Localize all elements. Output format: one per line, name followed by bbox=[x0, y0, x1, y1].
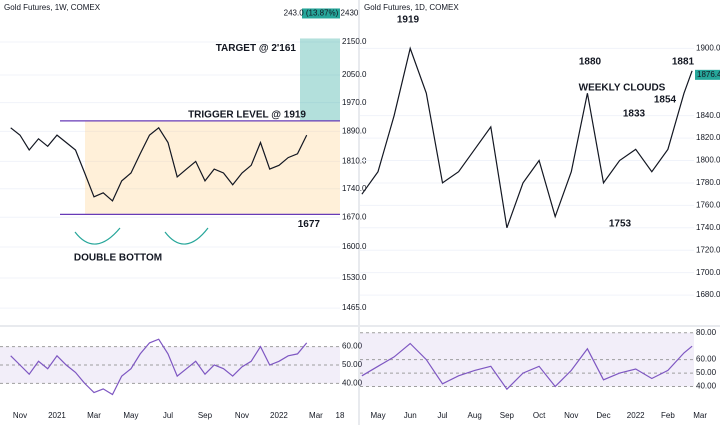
x-tick-label: Jun bbox=[404, 411, 417, 420]
note-bg bbox=[302, 8, 340, 19]
annotation: 1753 bbox=[609, 219, 632, 230]
target-box bbox=[300, 38, 340, 121]
y-tick-label: 1530.0 bbox=[342, 273, 367, 282]
level-label: TRIGGER LEVEL @ 1919 bbox=[188, 109, 306, 120]
chart-title: Gold Futures, 1D, COMEX bbox=[364, 3, 459, 12]
y-tick-label: 60.00 bbox=[342, 342, 363, 351]
y-tick-label: 1700.0 bbox=[696, 268, 720, 277]
y-tick-label: 40.00 bbox=[696, 382, 717, 391]
annotation: 1854 bbox=[654, 95, 677, 106]
y-tick-label: 1780.0 bbox=[696, 178, 720, 187]
y-tick-label: 1680.0 bbox=[696, 290, 720, 299]
last-price-tag bbox=[695, 69, 720, 80]
y-tick-label: 1600.0 bbox=[342, 242, 367, 251]
x-tick-label: Nov bbox=[564, 411, 578, 420]
x-tick-label: Aug bbox=[468, 411, 482, 420]
x-tick-label: Nov bbox=[13, 411, 27, 420]
y-tick-label: 1810.0 bbox=[342, 157, 367, 166]
range-box bbox=[85, 120, 340, 215]
annotation: 1880 bbox=[579, 57, 602, 68]
price-line bbox=[10, 126, 308, 202]
chart-title: Gold Futures, 1W, COMEX bbox=[4, 3, 101, 12]
y-tick-label: 1465.0 bbox=[342, 303, 367, 312]
y-tick-label: 1900.0 bbox=[696, 43, 720, 52]
target-note: 243.0 (13.87%) 2430 bbox=[284, 9, 359, 18]
y-tick-label: 1800.0 bbox=[696, 156, 720, 165]
x-tick-label: Oct bbox=[533, 411, 546, 420]
y-tick-label: 2150.0 bbox=[342, 37, 367, 46]
arrow-curve bbox=[164, 227, 209, 245]
y-tick-label: 1820.0 bbox=[696, 133, 720, 142]
price-line bbox=[10, 338, 308, 396]
price-line bbox=[361, 342, 693, 391]
x-tick-label: Sep bbox=[500, 411, 515, 420]
x-tick-label: Feb bbox=[661, 411, 675, 420]
x-tick-label: Mar bbox=[309, 411, 323, 420]
y-tick-label: 1970.0 bbox=[342, 98, 367, 107]
y-tick-label: 1760.0 bbox=[696, 200, 720, 209]
annotation: WEEKLY CLOUDS bbox=[579, 83, 666, 94]
y-tick-label: 2050.0 bbox=[342, 70, 367, 79]
y-tick-label: 1670.0 bbox=[342, 212, 367, 221]
y-tick-label: 50.00 bbox=[342, 360, 363, 369]
x-tick-label: May bbox=[370, 411, 385, 420]
x-tick-label: Jul bbox=[437, 411, 447, 420]
price-line bbox=[361, 46, 693, 229]
x-tick-label: 2021 bbox=[48, 411, 66, 420]
y-tick-label: 1740.0 bbox=[696, 223, 720, 232]
x-tick-label: 2022 bbox=[270, 411, 288, 420]
last-price-label: 1876.4 bbox=[697, 70, 720, 79]
y-tick-label: 1840.0 bbox=[696, 111, 720, 120]
target-label: TARGET @ 2'161 bbox=[216, 43, 297, 54]
x-tick-label: Mar bbox=[693, 411, 707, 420]
x-tick-label: Sep bbox=[198, 411, 213, 420]
annotation: 1833 bbox=[623, 109, 646, 120]
x-tick-label: Jul bbox=[163, 411, 173, 420]
x-tick-label: 2022 bbox=[627, 411, 645, 420]
x-tick-label: 18 bbox=[336, 411, 345, 420]
y-tick-label: 1890.0 bbox=[342, 127, 367, 136]
y-tick-label: 40.00 bbox=[342, 379, 363, 388]
annotation: DOUBLE BOTTOM bbox=[74, 253, 162, 264]
y-tick-label: 60.00 bbox=[696, 355, 717, 364]
arrow-curve bbox=[74, 227, 121, 245]
x-tick-label: Dec bbox=[596, 411, 610, 420]
y-tick-label: 50.00 bbox=[696, 368, 717, 377]
level-label: 1677 bbox=[298, 219, 321, 230]
y-tick-label: 80.00 bbox=[696, 328, 717, 337]
y-tick-label: 1740.0 bbox=[342, 184, 367, 193]
y-tick-label: 1720.0 bbox=[696, 245, 720, 254]
annotation: 1881 bbox=[672, 57, 695, 68]
x-tick-label: Nov bbox=[235, 411, 249, 420]
x-tick-label: May bbox=[123, 411, 138, 420]
x-tick-label: Mar bbox=[87, 411, 101, 420]
annotation: 1919 bbox=[397, 15, 420, 26]
